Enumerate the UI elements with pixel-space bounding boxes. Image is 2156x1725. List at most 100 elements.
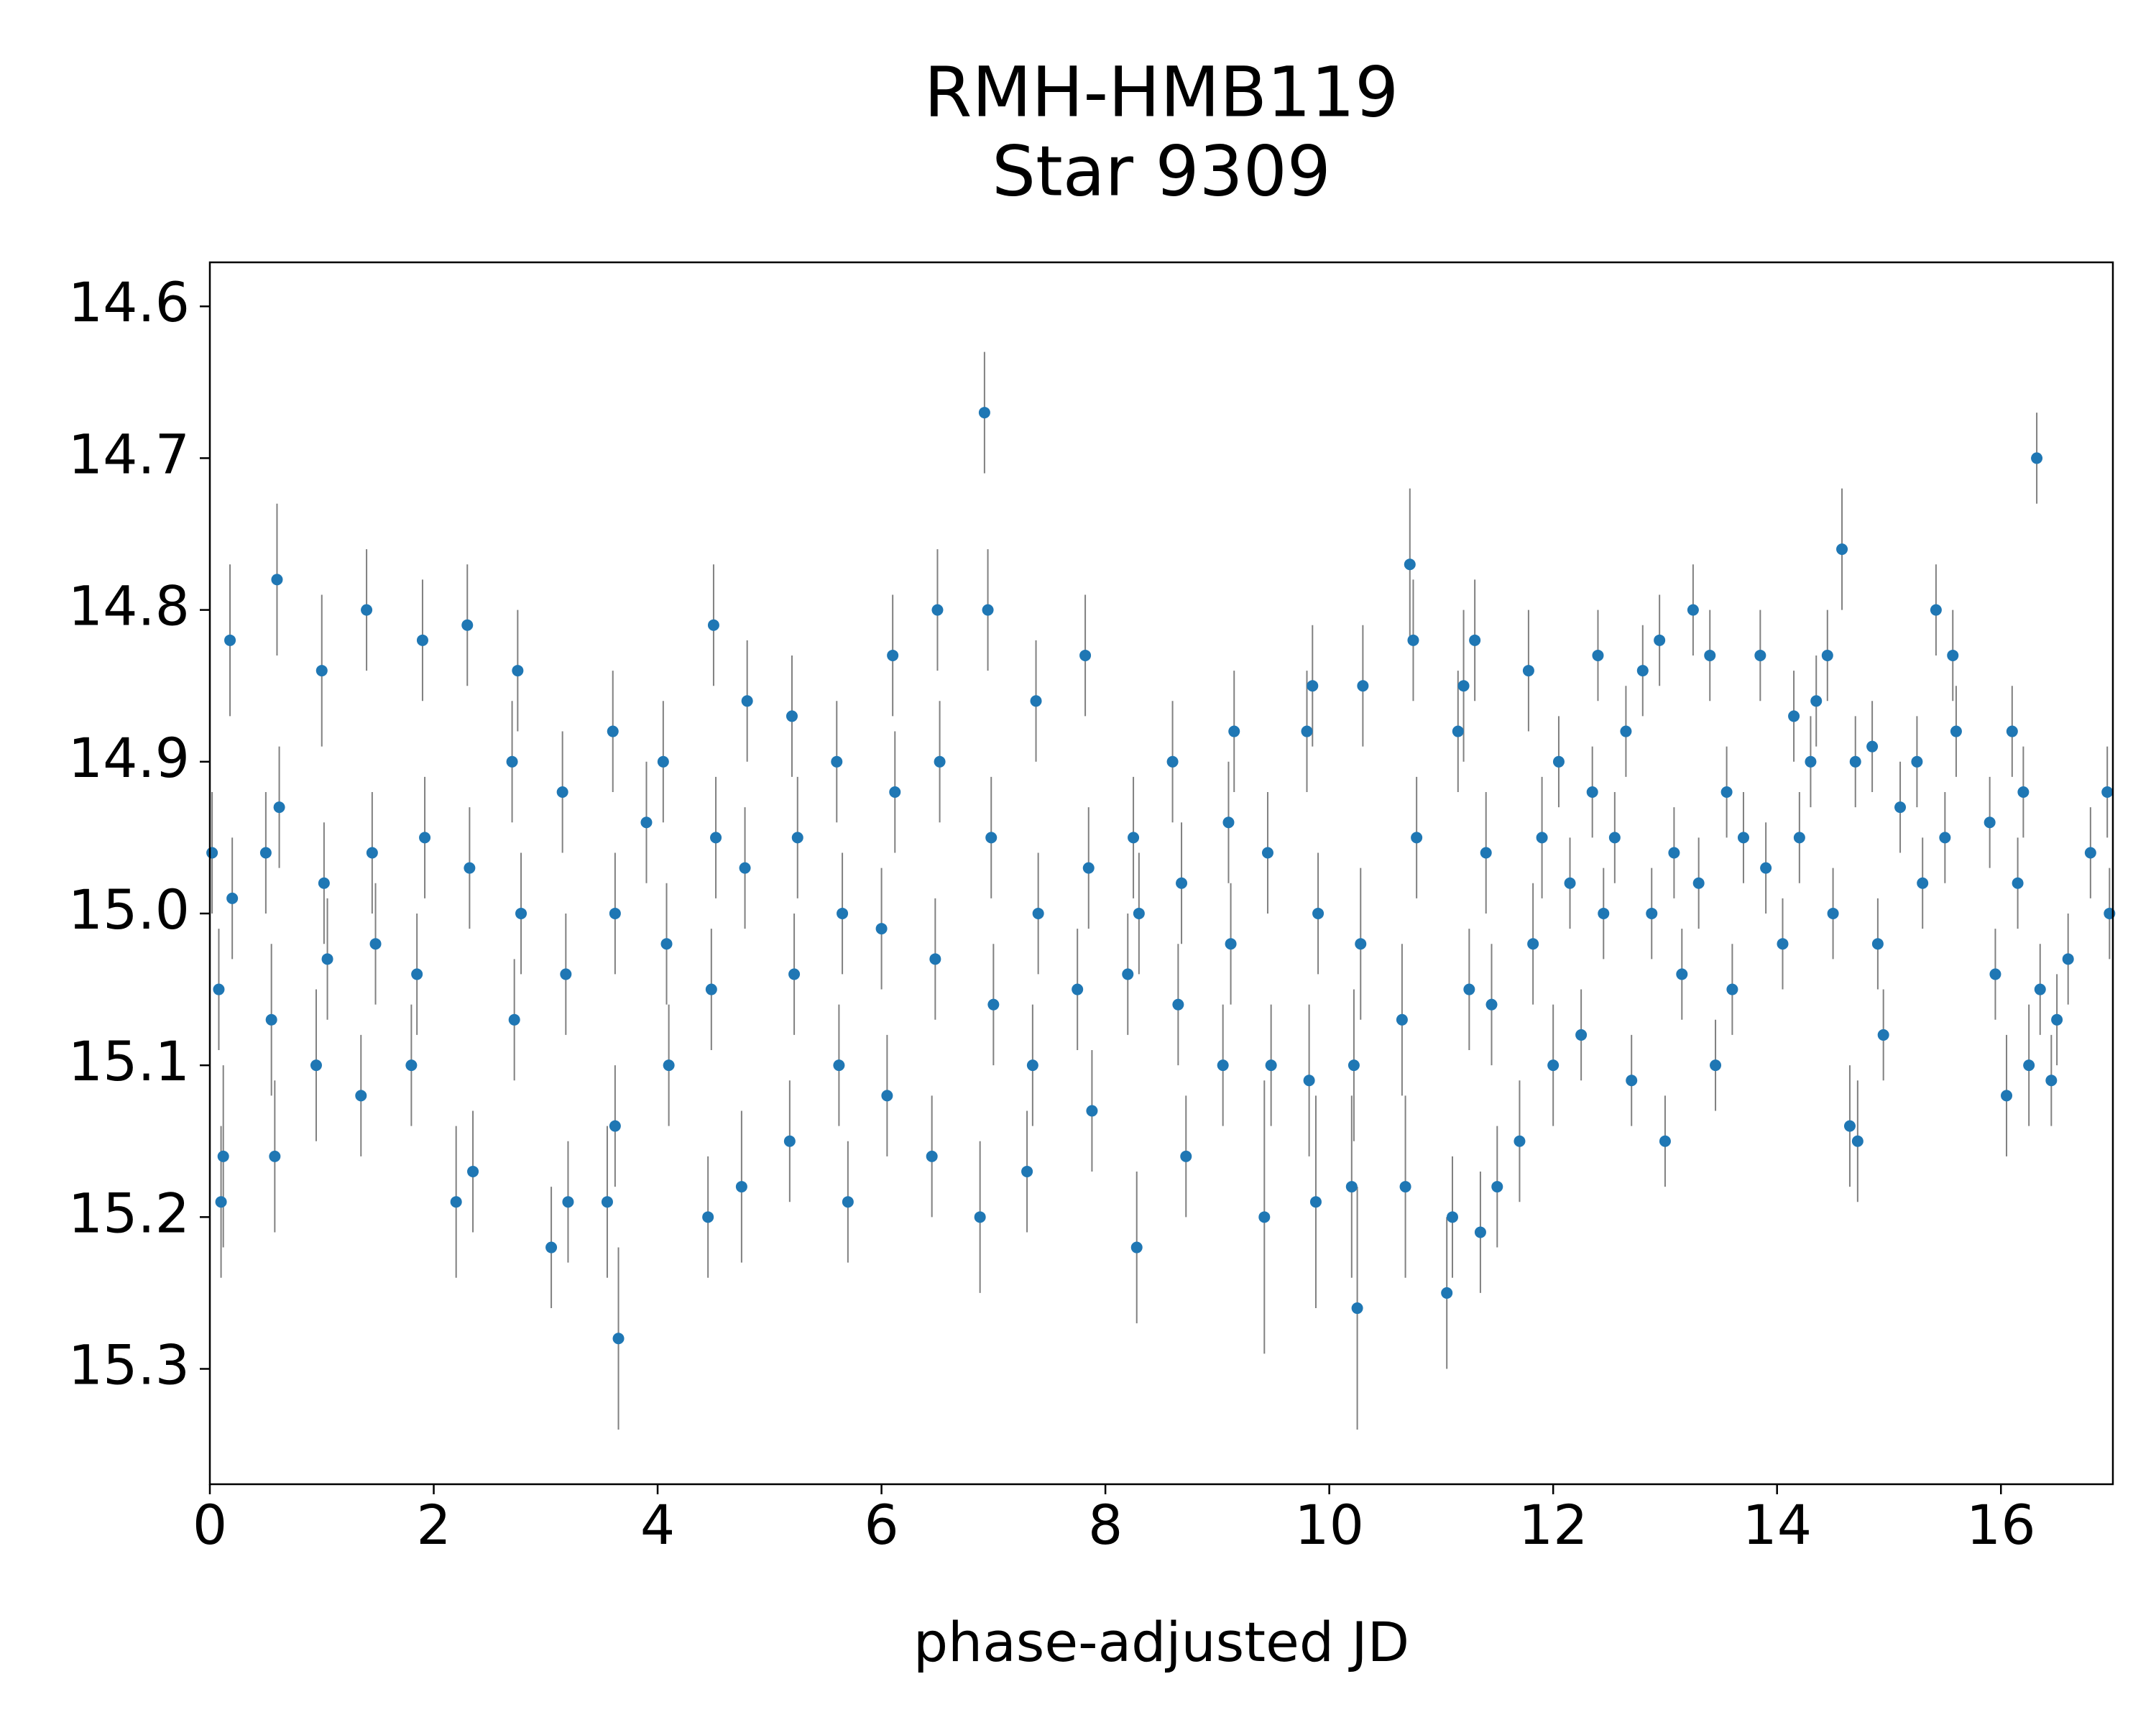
data-point (361, 604, 373, 616)
data-point (881, 1090, 893, 1102)
data-point (1086, 1105, 1098, 1117)
data-point (1082, 862, 1095, 874)
data-point (833, 1059, 845, 1072)
data-point (1452, 725, 1464, 737)
data-point (1130, 1241, 1143, 1254)
data-point (556, 786, 568, 799)
data-point (987, 998, 1000, 1011)
data-point (741, 695, 753, 707)
data-point (213, 983, 225, 995)
y-tick-label: 14.8 (68, 574, 190, 638)
data-point (1411, 832, 1423, 844)
y-tick-label: 15.2 (68, 1181, 190, 1245)
data-point (1176, 877, 1188, 889)
data-point (612, 1333, 625, 1345)
data-point (315, 665, 328, 677)
data-point (206, 847, 218, 859)
data-point (1760, 862, 1772, 874)
data-point (1552, 755, 1565, 768)
y-tick-label: 14.6 (68, 270, 190, 334)
data-point (1307, 680, 1319, 692)
x-tick-label: 14 (1742, 1493, 1812, 1557)
data-point (321, 953, 333, 965)
data-point (707, 619, 719, 631)
x-tick-label: 10 (1294, 1493, 1364, 1557)
data-point (1737, 832, 1749, 844)
data-point (271, 574, 283, 586)
data-point (2006, 725, 2018, 737)
data-point (1805, 755, 1817, 768)
data-point (265, 1013, 277, 1026)
data-point (1166, 755, 1179, 768)
data-point (1225, 938, 1237, 950)
data-point (273, 801, 285, 814)
data-point (416, 634, 428, 646)
data-point (259, 847, 272, 859)
data-point (1754, 649, 1766, 661)
data-point (1575, 1029, 1588, 1041)
data-point (2101, 786, 2114, 799)
data-point (1348, 1059, 1360, 1072)
data-point (705, 983, 717, 995)
data-point (783, 1135, 796, 1147)
data-point (1396, 1013, 1408, 1026)
data-point (601, 1196, 613, 1208)
data-point (926, 1150, 938, 1162)
x-tick-label: 2 (416, 1493, 451, 1557)
data-point (1586, 786, 1598, 799)
data-point (929, 953, 941, 965)
x-axis-label: phase-adjusted JD (913, 1610, 1409, 1674)
data-point (2034, 983, 2046, 995)
data-point (1217, 1059, 1229, 1072)
data-point (1312, 907, 1325, 919)
data-point (702, 1211, 714, 1223)
data-point (560, 968, 572, 980)
data-point (1866, 740, 1879, 753)
data-point (1404, 558, 1416, 571)
data-point (934, 755, 946, 768)
data-point (1843, 1120, 1856, 1132)
data-point (735, 1181, 747, 1193)
data-point (1446, 1211, 1458, 1223)
data-point (366, 847, 378, 859)
x-tick-label: 0 (193, 1493, 227, 1557)
axes-frame (208, 261, 2114, 1486)
data-point (1930, 604, 1942, 616)
data-point (1345, 1181, 1358, 1193)
data-point (657, 755, 669, 768)
data-point (1030, 695, 1042, 707)
data-point (2051, 1013, 2063, 1026)
data-point (1547, 1059, 1560, 1072)
data-point (1626, 1075, 1638, 1087)
x-tick-label: 8 (1088, 1493, 1123, 1557)
data-point (1720, 786, 1733, 799)
data-point (1836, 543, 1848, 556)
data-point (1608, 832, 1621, 844)
data-point (1827, 907, 1839, 919)
data-point (1704, 649, 1716, 661)
y-tick-label: 14.7 (68, 422, 190, 486)
data-point (842, 1196, 854, 1208)
data-point (1777, 938, 1789, 950)
data-point (1894, 801, 1907, 814)
data-point (405, 1059, 418, 1072)
data-point (1598, 907, 1610, 919)
data-point (1021, 1165, 1033, 1177)
data-point (660, 938, 673, 950)
data-point (1710, 1059, 1722, 1072)
data-point (411, 968, 423, 980)
data-point (1514, 1135, 1526, 1147)
data-point (1821, 649, 1833, 661)
data-point (1788, 710, 1800, 722)
data-point (1301, 725, 1313, 737)
data-point (1485, 998, 1498, 1011)
data-point (1849, 755, 1861, 768)
data-point (875, 923, 888, 935)
data-point (1258, 1211, 1271, 1223)
data-point (2012, 877, 2024, 889)
data-point (1947, 649, 1959, 661)
data-point (978, 407, 990, 419)
data-point (837, 907, 849, 919)
plot-area (206, 351, 2116, 1430)
